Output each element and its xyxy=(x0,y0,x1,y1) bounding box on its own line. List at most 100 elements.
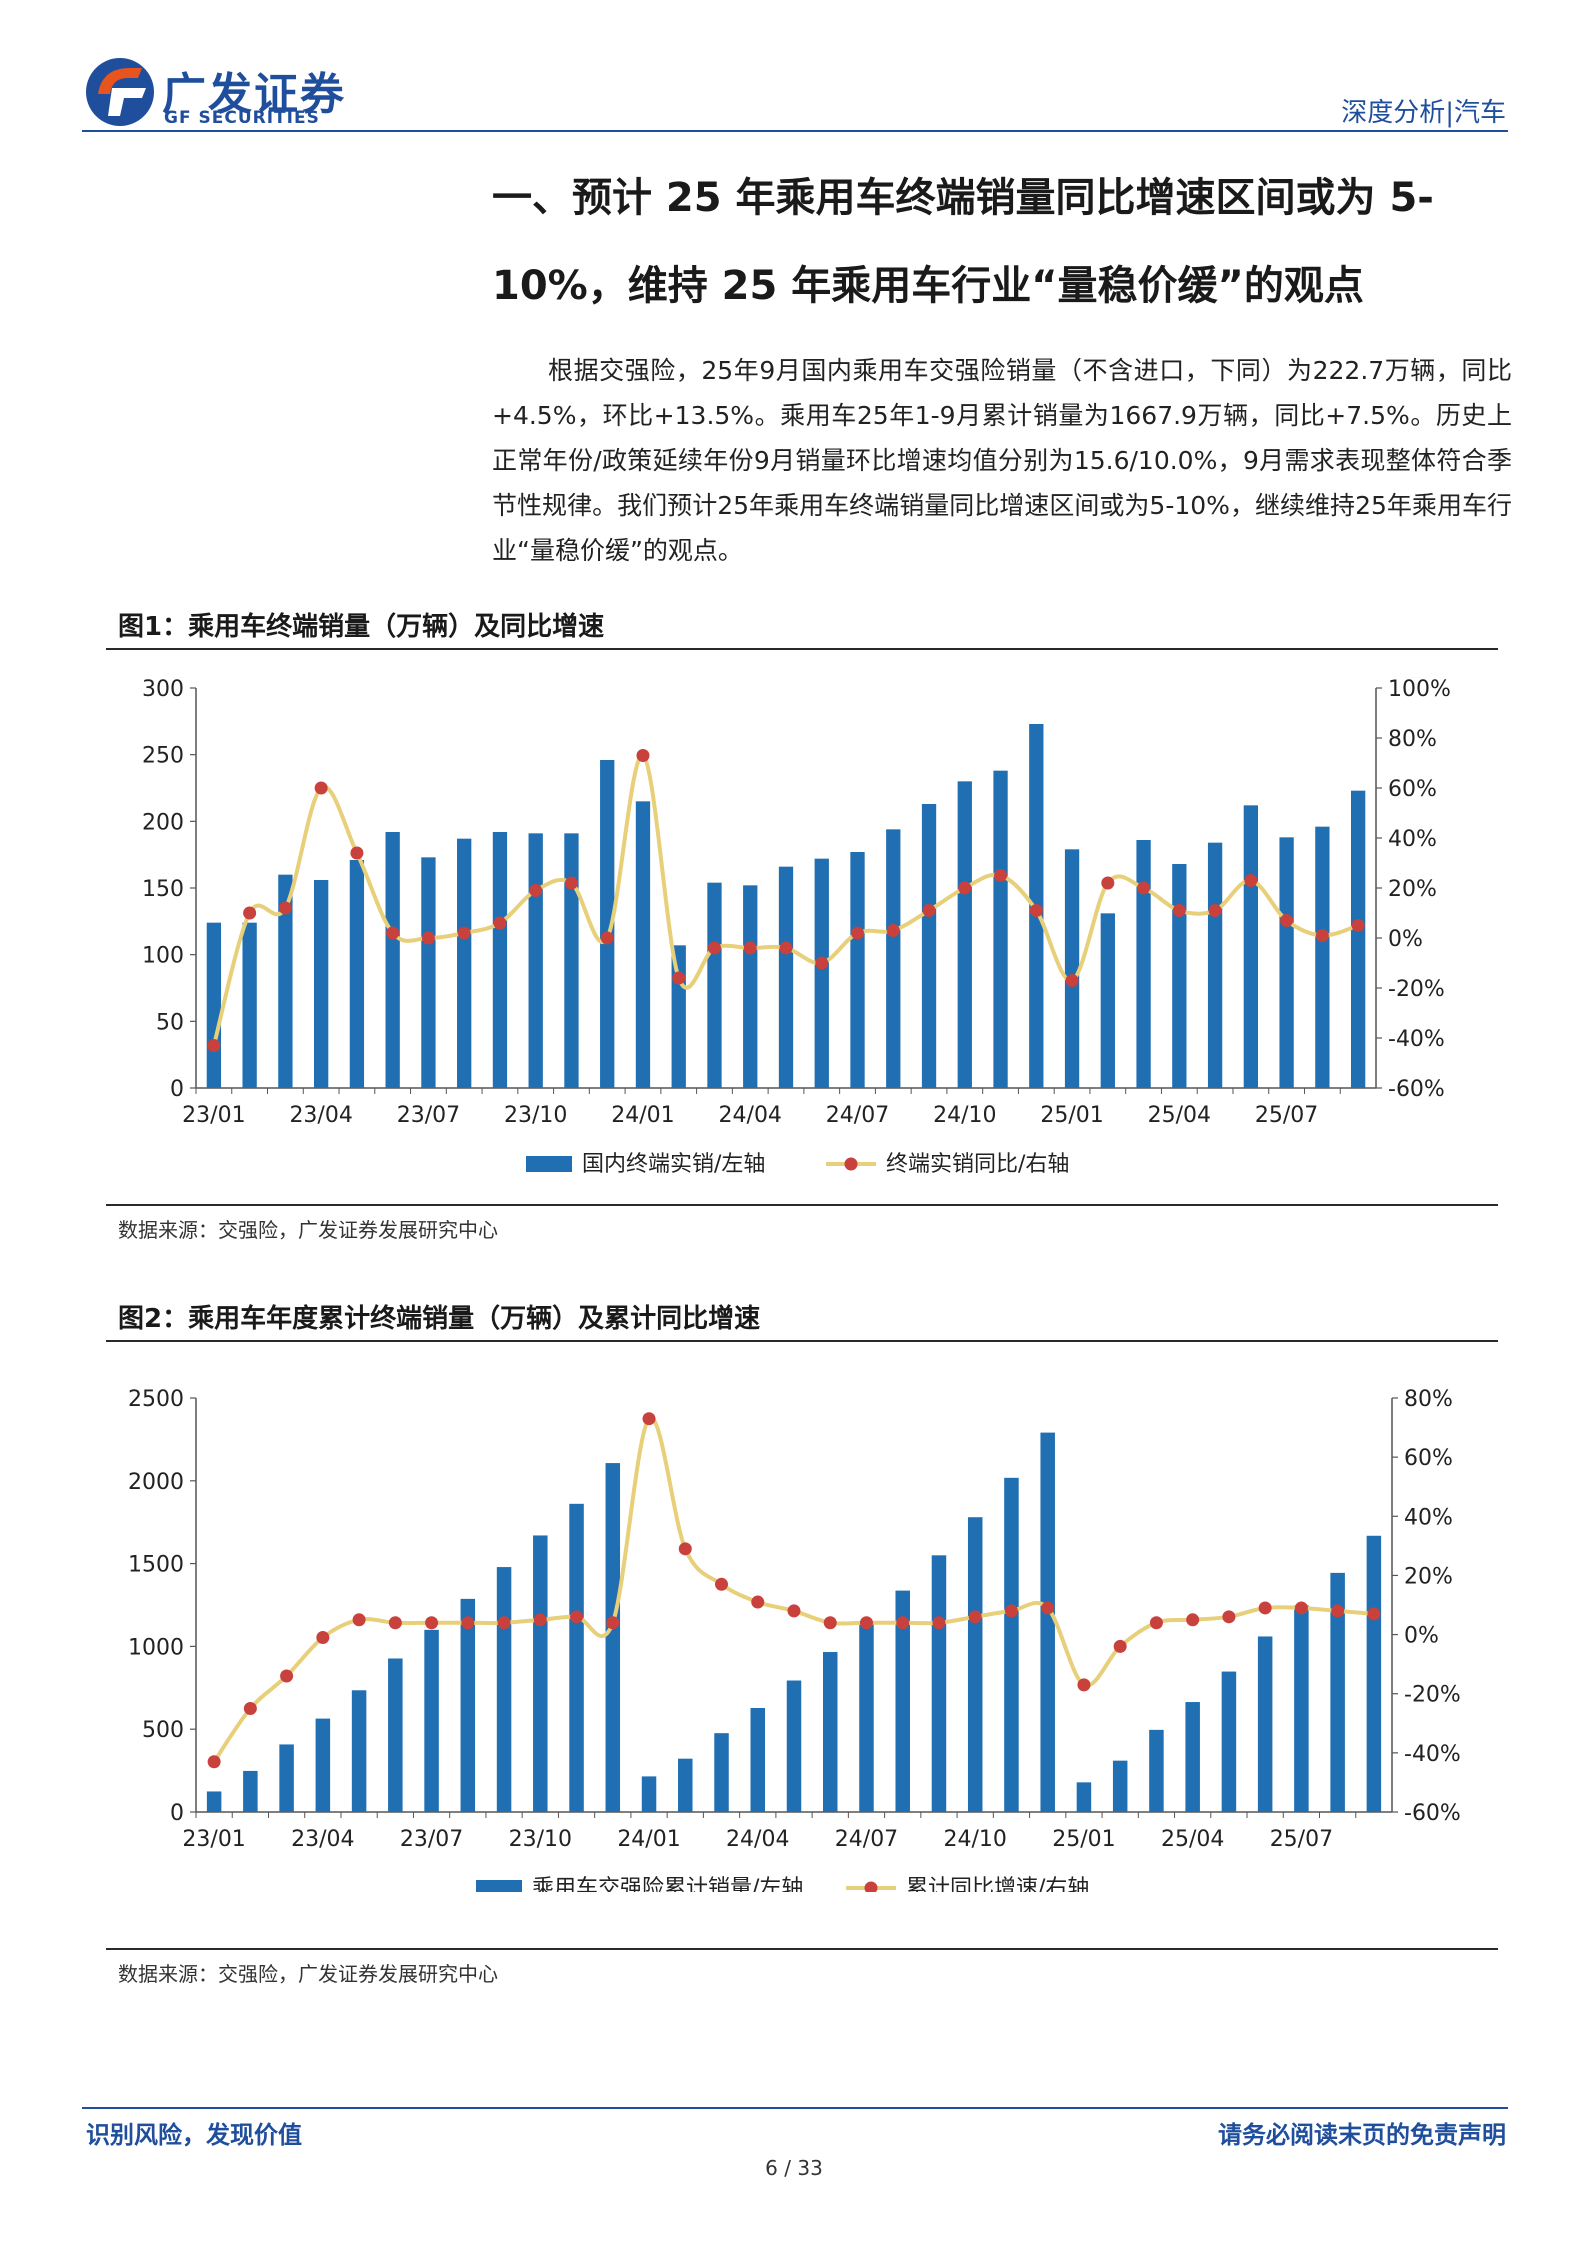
yoy-marker xyxy=(497,1616,511,1630)
yoy-marker xyxy=(207,1755,221,1769)
x-tick-label: 23/10 xyxy=(509,1827,572,1852)
figure2-source: 数据来源：交强险，广发证券发展研究中心 xyxy=(118,1962,498,1986)
report-type: 深度分析|汽车 xyxy=(1341,98,1506,128)
yoy-marker xyxy=(994,869,1008,882)
right-tick-label: 40% xyxy=(1388,827,1437,852)
yoy-marker xyxy=(1004,1604,1018,1618)
figure1-title: 图1：乘用车终端销量（万辆）及同比增速 xyxy=(118,612,605,642)
yoy-marker xyxy=(1065,974,1079,987)
legend-bar-label: 乘用车交强险累计销量/左轴 xyxy=(532,1876,803,1892)
right-tick-label: -20% xyxy=(1388,977,1445,1002)
x-tick-label: 23/04 xyxy=(291,1827,354,1852)
bar xyxy=(714,1733,729,1812)
footer-divider xyxy=(82,2107,1508,2109)
yoy-marker xyxy=(1280,914,1294,927)
section-title-line2: 10%，维持 25 年乘用车行业“量稳价缓”的观点 xyxy=(492,263,1364,309)
left-tick-label: 250 xyxy=(142,744,184,769)
yoy-marker xyxy=(1222,1610,1236,1624)
yoy-marker xyxy=(779,941,793,955)
bar xyxy=(1100,913,1115,1088)
bar xyxy=(421,857,436,1088)
bar xyxy=(1064,849,1080,1088)
x-tick-label: 24/01 xyxy=(617,1827,680,1852)
section-title-line1: 一、预计 25 年乘用车终端销量同比增速区间或为 5- xyxy=(492,175,1434,221)
yoy-marker xyxy=(1041,1601,1055,1615)
figure1-source: 数据来源：交强险，广发证券发展研究中心 xyxy=(118,1218,498,1242)
legend-bar-label: 国内终端实销/左轴 xyxy=(582,1152,765,1177)
header-divider xyxy=(82,130,1508,132)
x-tick-label: 23/04 xyxy=(289,1103,352,1128)
bar xyxy=(315,1718,331,1812)
yoy-marker xyxy=(425,1616,439,1630)
bar xyxy=(967,1517,983,1812)
yoy-marker xyxy=(1294,1601,1308,1615)
yoy-marker xyxy=(314,781,328,795)
left-tick-label: 300 xyxy=(142,677,184,702)
yoy-marker xyxy=(421,931,435,945)
x-tick-label: 24/07 xyxy=(826,1103,889,1128)
yoy-marker xyxy=(968,1610,982,1624)
yoy-marker xyxy=(823,1616,837,1630)
yoy-marker xyxy=(896,1616,910,1630)
figure2-title: 图2：乘用车年度累计终端销量（万辆）及累计同比增速 xyxy=(118,1304,761,1334)
left-tick-label: 500 xyxy=(142,1718,184,1743)
left-tick-label: 0 xyxy=(170,1801,184,1826)
brand-name-cn: 广发证券 xyxy=(162,69,346,120)
bar xyxy=(1207,842,1223,1088)
yoy-marker xyxy=(1315,929,1329,942)
bar xyxy=(859,1622,874,1812)
yoy-marker xyxy=(1367,1607,1381,1621)
x-tick-label: 23/07 xyxy=(397,1103,460,1128)
x-tick-label: 23/07 xyxy=(400,1827,463,1852)
yoy-marker xyxy=(1208,904,1222,917)
bar xyxy=(1330,1572,1345,1812)
yoy-marker xyxy=(636,749,650,762)
bar xyxy=(1350,790,1366,1088)
x-tick-label: 25/04 xyxy=(1161,1827,1224,1852)
yoy-marker xyxy=(243,906,257,920)
yoy-marker xyxy=(1172,904,1186,917)
right-tick-label: 20% xyxy=(1404,1564,1453,1589)
bar xyxy=(1315,826,1330,1088)
x-tick-label: 25/04 xyxy=(1148,1103,1211,1128)
bar xyxy=(278,874,293,1088)
yoy-marker xyxy=(932,1616,946,1630)
yoy-marker xyxy=(1331,1604,1345,1618)
bar xyxy=(895,1590,910,1812)
bar xyxy=(206,1791,222,1812)
bar xyxy=(957,781,972,1088)
yoy-marker xyxy=(1077,1678,1091,1692)
yoy-marker xyxy=(787,1604,801,1618)
bar xyxy=(635,801,651,1088)
x-tick-label: 25/07 xyxy=(1255,1103,1318,1128)
figure2-top-rule xyxy=(106,1340,1498,1342)
bar xyxy=(678,1758,693,1812)
bar xyxy=(1149,1729,1164,1812)
yoy-line xyxy=(212,1416,1375,1763)
figure1-bottom-rule xyxy=(106,1204,1498,1206)
bar xyxy=(492,832,508,1088)
right-tick-label: -40% xyxy=(1404,1742,1461,1767)
bar xyxy=(1366,1535,1382,1812)
bar xyxy=(496,1567,512,1812)
bar xyxy=(424,1629,439,1812)
yoy-marker xyxy=(1258,1601,1272,1615)
x-tick-label: 24/04 xyxy=(719,1103,782,1128)
yoy-marker xyxy=(529,884,543,897)
bar xyxy=(1257,1636,1273,1812)
figure2-bottom-rule xyxy=(106,1948,1498,1950)
yoy-marker xyxy=(1101,876,1115,890)
legend-bar-swatch xyxy=(476,1880,522,1892)
bar xyxy=(1004,1477,1019,1812)
yoy-marker xyxy=(564,876,578,890)
x-tick-label: 24/01 xyxy=(611,1103,674,1128)
x-tick-label: 24/10 xyxy=(944,1827,1007,1852)
yoy-marker xyxy=(457,926,471,940)
yoy-marker xyxy=(922,904,936,917)
x-tick-label: 24/07 xyxy=(835,1827,898,1852)
right-tick-label: 0% xyxy=(1388,927,1423,952)
bar xyxy=(1279,837,1294,1088)
right-tick-label: 100% xyxy=(1388,677,1451,702)
bar xyxy=(993,770,1008,1088)
yoy-marker xyxy=(352,1613,366,1627)
